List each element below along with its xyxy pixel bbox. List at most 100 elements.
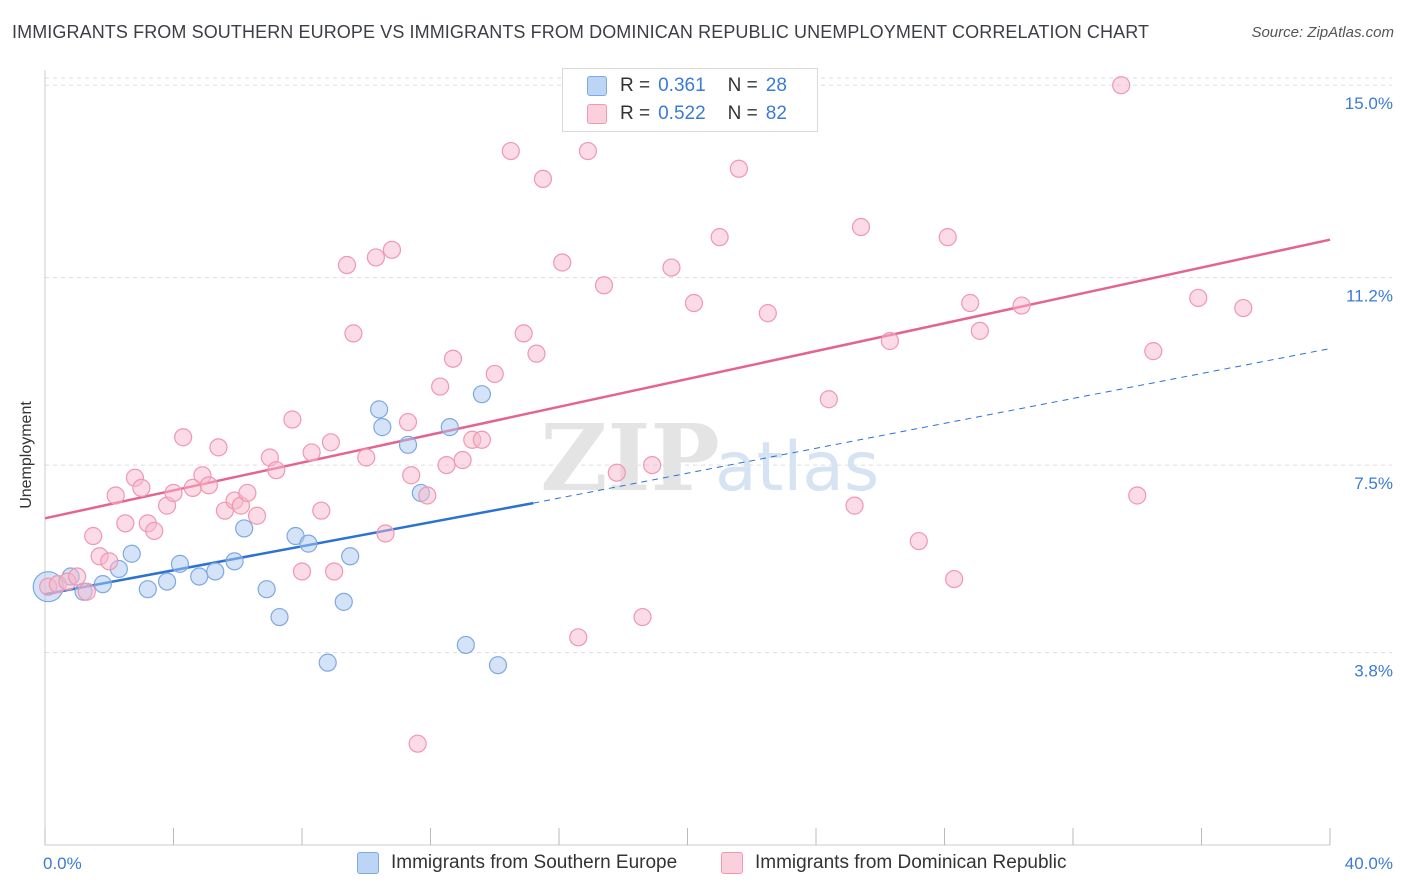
point-dominican-republic	[569, 628, 588, 647]
point-dominican-republic	[527, 344, 546, 363]
chart-title: IMMIGRANTS FROM SOUTHERN EUROPE VS IMMIG…	[12, 22, 1150, 42]
point-dominican-republic	[174, 428, 193, 447]
x-tick-labels: 0.0% 40.0%	[43, 854, 1393, 873]
point-southern-europe	[206, 562, 225, 581]
point-dominican-republic	[909, 531, 928, 551]
trend-line-southern-europe-dashed	[533, 348, 1331, 504]
point-dominican-republic	[132, 478, 151, 497]
point-southern-europe	[341, 547, 360, 566]
point-southern-europe	[157, 572, 177, 591]
point-dominican-republic	[238, 483, 257, 503]
watermark-zip: ZIP	[540, 404, 719, 512]
legend-label-southern-europe: Immigrants from Southern Europe	[391, 852, 678, 873]
point-dominican-republic	[710, 228, 729, 247]
point-dominican-republic	[398, 412, 418, 432]
source-label: Source: ZipAtlas.com	[1251, 24, 1394, 41]
point-dominican-republic	[376, 524, 395, 543]
point-dominican-republic	[145, 521, 164, 541]
legend-item-dominican-republic[interactable]: Immigrants from Dominican Republic	[721, 852, 1067, 874]
grid-lines	[45, 77, 1392, 654]
x-tick-label: 0.0%	[43, 854, 82, 873]
point-southern-europe	[235, 519, 254, 538]
legend-r-value: 0.361	[658, 75, 706, 96]
legend-n-label: N =	[727, 103, 758, 124]
point-southern-europe	[270, 607, 289, 627]
point-dominican-republic	[408, 734, 427, 753]
trend-lines	[44, 238, 1331, 596]
point-dominican-republic	[68, 567, 87, 586]
point-dominican-republic	[945, 569, 964, 589]
point-dominican-republic	[418, 486, 437, 505]
axes	[44, 70, 1331, 846]
point-dominican-republic	[729, 159, 749, 178]
legend-row-dominican-republic: R = 0.522 N = 82	[587, 101, 787, 127]
data-points	[32, 76, 1253, 753]
point-southern-europe	[299, 534, 318, 553]
series-legend: Immigrants from Southern Europe Immigran…	[0, 852, 1406, 878]
point-dominican-republic	[578, 141, 598, 161]
y-tick-label: 7.5%	[1354, 474, 1393, 493]
watermark: ZIP atlas	[540, 404, 879, 512]
point-dominican-republic	[553, 253, 572, 272]
point-dominican-republic	[633, 607, 652, 627]
legend-n-label: N =	[727, 75, 758, 96]
y-tick-label: 15.0%	[1345, 94, 1393, 113]
point-dominican-republic	[267, 461, 286, 480]
point-dominican-republic	[643, 455, 662, 475]
point-dominican-republic	[1012, 296, 1031, 315]
point-southern-europe	[472, 385, 491, 404]
point-dominican-republic	[337, 255, 357, 275]
legend-r-label: R =	[620, 103, 651, 124]
legend-label-dominican-republic: Immigrants from Dominican Republic	[755, 852, 1067, 873]
point-dominican-republic	[938, 228, 957, 247]
point-dominican-republic	[758, 304, 777, 323]
point-southern-europe	[334, 592, 353, 611]
point-dominican-republic	[292, 562, 312, 581]
y-tick-label: 11.2%	[1346, 287, 1393, 306]
y-tick-labels: 15.0% 11.2% 7.5% 3.8%	[1345, 94, 1393, 680]
legend-swatch-pink	[587, 104, 607, 124]
point-southern-europe	[138, 580, 157, 599]
point-southern-europe	[190, 567, 209, 586]
point-southern-europe	[440, 418, 459, 437]
point-dominican-republic	[344, 324, 363, 343]
point-dominican-republic	[1112, 76, 1131, 95]
point-dominican-republic	[84, 526, 103, 546]
point-dominican-republic	[961, 293, 980, 313]
point-dominican-republic	[312, 501, 331, 520]
legend-swatch-pink	[721, 852, 743, 874]
trend-line-dominican-republic	[44, 238, 1331, 520]
legend-n-value: 28	[765, 75, 787, 96]
point-dominican-republic	[77, 582, 96, 601]
point-dominican-republic	[485, 364, 504, 384]
y-tick-label: 3.8%	[1354, 662, 1393, 681]
point-dominican-republic	[514, 324, 533, 343]
point-dominican-republic	[302, 443, 321, 462]
point-dominican-republic	[453, 450, 472, 470]
point-dominican-republic	[437, 455, 456, 475]
point-dominican-republic	[851, 217, 871, 237]
legend-item-southern-europe[interactable]: Immigrants from Southern Europe	[357, 852, 677, 874]
point-southern-europe	[170, 554, 190, 573]
stats-legend: R = 0.361 N = 28 R = 0.522 N = 82	[562, 68, 818, 132]
point-southern-europe	[456, 635, 475, 655]
point-dominican-republic	[247, 506, 267, 525]
point-dominican-republic	[662, 258, 681, 277]
point-dominican-republic	[431, 377, 450, 396]
watermark-atlas: atlas	[715, 428, 879, 507]
point-dominican-republic	[366, 248, 385, 267]
point-southern-europe	[370, 400, 389, 419]
trend-line-southern-europe	[44, 501, 534, 596]
point-dominican-republic	[880, 331, 899, 351]
point-southern-europe	[488, 656, 508, 675]
point-dominican-republic	[501, 141, 520, 161]
point-dominican-republic	[533, 169, 553, 189]
point-southern-europe	[398, 435, 418, 454]
point-southern-europe	[318, 653, 337, 672]
legend-n-value: 82	[765, 103, 787, 124]
point-southern-europe	[122, 544, 141, 563]
point-dominican-republic	[607, 463, 626, 482]
point-dominican-republic	[472, 430, 491, 449]
point-dominican-republic	[1128, 486, 1147, 505]
